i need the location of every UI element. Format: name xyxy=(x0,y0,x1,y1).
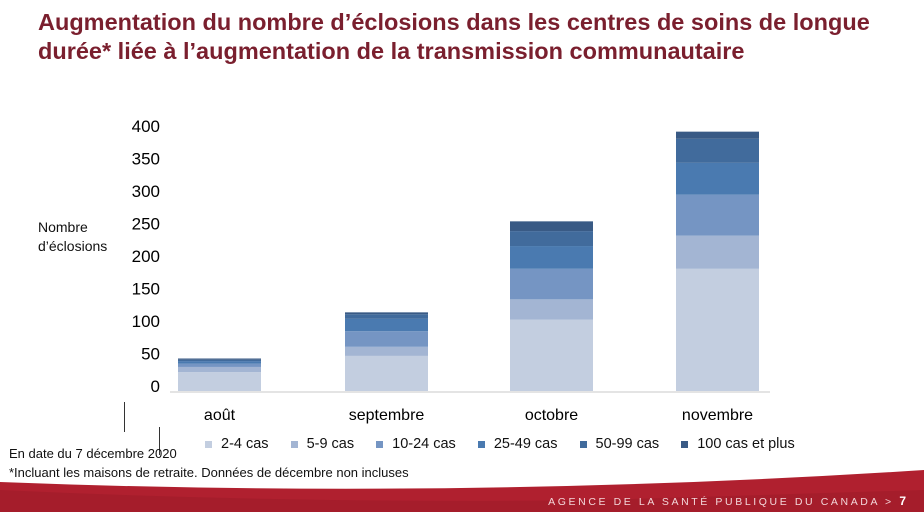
bar-segment-2-4-cas xyxy=(510,319,593,391)
bar-segment-100-cas-et-plus xyxy=(345,312,428,315)
bar-segment-2-4-cas xyxy=(178,372,261,391)
x-tick-label: septembre xyxy=(349,407,425,424)
bar-segment-25-49-cas xyxy=(676,162,759,195)
y-tick-label: 250 xyxy=(132,215,160,234)
legend-swatch xyxy=(681,440,689,448)
legend-item: 50-99 cas xyxy=(579,436,660,452)
bar-segment-10-24-cas xyxy=(510,268,593,300)
legend-swatch xyxy=(290,440,298,448)
bar-segment-50-99-cas xyxy=(510,231,593,247)
divider xyxy=(124,402,125,432)
bar-segment-10-24-cas xyxy=(345,331,428,347)
legend-item: 100 cas et plus xyxy=(681,436,795,452)
legend-item: 2-4 cas xyxy=(205,436,269,452)
agency-name: AGENCE DE LA SANTÉ PUBLIQUE DU CANADA xyxy=(548,496,880,508)
x-tick-label: août xyxy=(204,407,236,424)
bar-segment-100-cas-et-plus xyxy=(676,131,759,139)
legend-item: 10-24 cas xyxy=(376,436,456,452)
legend-label: 10-24 cas xyxy=(392,436,456,452)
y-tick-label: 300 xyxy=(132,182,160,201)
y-tick-label: 400 xyxy=(132,117,160,136)
legend-swatch xyxy=(205,440,212,448)
bar-segment-10-24-cas xyxy=(676,194,759,236)
footer-band xyxy=(0,470,924,512)
bar-segment-50-99-cas xyxy=(178,359,261,362)
bar-segment-5-9-cas xyxy=(676,235,759,269)
bar-segment-25-49-cas xyxy=(178,361,261,364)
bar-segment-2-4-cas xyxy=(676,268,759,391)
y-axis-label: Nombre d’éclosions xyxy=(38,218,107,256)
date-note: En date du 7 décembre 2020 xyxy=(9,446,177,461)
legend-label: 2-4 cas xyxy=(221,436,269,452)
stacked-bar-chart: 0 50 100 150 200 250 300 350 400 août septembre oct… xyxy=(132,117,770,424)
x-tick-label: novembre xyxy=(682,407,753,424)
footer-separator: > xyxy=(885,496,894,508)
legend-swatch xyxy=(477,440,485,448)
y-axis-label-line1: Nombre xyxy=(38,219,88,235)
legend-label: 100 cas et plus xyxy=(697,436,795,452)
footnote: *Incluant les maisons de retraite. Donné… xyxy=(9,465,409,480)
legend-label: 25-49 cas xyxy=(493,436,558,452)
x-tick-label: octobre xyxy=(525,407,578,424)
chart-legend: 2-4 cas 5-9 cas 10-24 cas 25-49 cas 50-99 ca… xyxy=(205,436,817,452)
y-tick-label: 150 xyxy=(132,280,160,299)
legend-item: 25-49 cas xyxy=(477,436,558,452)
bar-segment-100-cas-et-plus xyxy=(510,221,593,232)
divider xyxy=(159,427,160,455)
bar-segment-5-9-cas xyxy=(345,346,428,356)
y-tick-label: 100 xyxy=(132,312,160,331)
bar-segment-25-49-cas xyxy=(510,246,593,269)
bar-segment-5-9-cas xyxy=(178,366,261,373)
bar-segment-50-99-cas xyxy=(345,314,428,319)
y-axis-label-line2: d’éclosions xyxy=(38,238,108,254)
bar-segment-25-49-cas xyxy=(345,318,428,332)
y-tick-label: 0 xyxy=(151,377,160,396)
bar-segment-2-4-cas xyxy=(345,355,428,391)
legend-item: 5-9 cas xyxy=(290,436,355,452)
legend-swatch xyxy=(376,440,384,448)
bar-segment-10-24-cas xyxy=(178,363,261,367)
page-title: Augmentation du nombre d’éclosions dans … xyxy=(38,9,870,64)
legend-swatch xyxy=(579,440,587,448)
page-number: 7 xyxy=(899,494,906,508)
bar-segment-50-99-cas xyxy=(676,138,759,163)
legend-label: 50-99 cas xyxy=(595,436,660,452)
footer-agency: AGENCE DE LA SANTÉ PUBLIQUE DU CANADA > … xyxy=(548,494,906,508)
y-tick-label: 200 xyxy=(132,247,160,266)
bar-segment-100-cas-et-plus xyxy=(178,358,261,360)
legend-label: 5-9 cas xyxy=(306,436,355,452)
y-tick-label: 50 xyxy=(141,345,160,364)
bar-segment-5-9-cas xyxy=(510,299,593,320)
y-tick-label: 350 xyxy=(132,150,160,169)
